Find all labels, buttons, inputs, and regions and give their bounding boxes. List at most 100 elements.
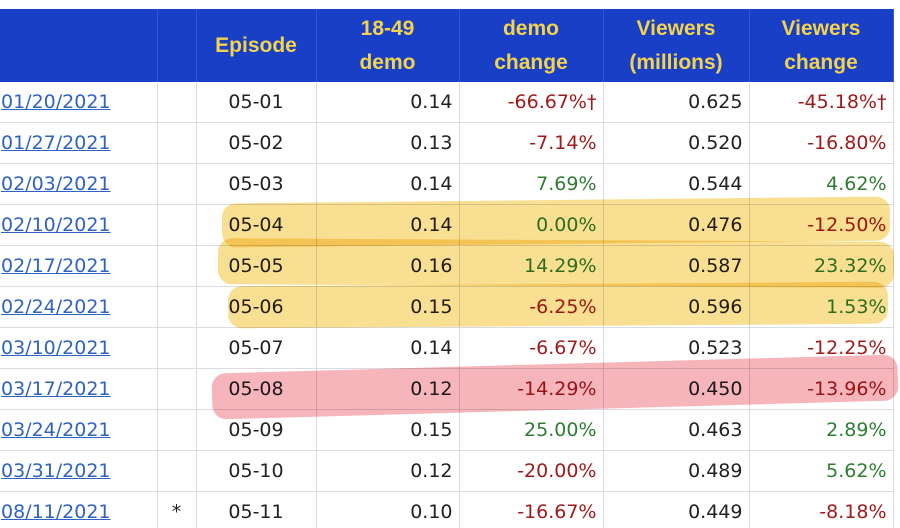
cell-demo-change: -6.67% (459, 327, 604, 369)
cell-demo-change: 0.00% (459, 204, 604, 246)
cell-demo: 0.12 (316, 450, 460, 492)
ratings-table: Episode 18-49 demo demo change Viewers (mil… (0, 9, 894, 528)
cell-demo: 0.15 (316, 409, 460, 451)
cell-marker: * (157, 491, 197, 528)
table-body: 01/20/2021 05-01 0.14 -66.67%† 0.625 -45.18%†… (0, 82, 894, 528)
cell-demo-change: -6.25% (459, 286, 604, 328)
cell-viewers-change: 5.62% (749, 450, 894, 492)
cell-demo: 0.13 (316, 122, 460, 164)
table-row: 03/24/2021 05-09 0.15 25.00% 0.463 2.89% (0, 409, 894, 451)
cell-episode: 05-03 (196, 163, 317, 205)
table-row: 02/10/2021 05-04 0.14 0.00% 0.476 -12.50% (0, 204, 894, 246)
cell-demo-change: -7.14% (459, 122, 604, 164)
cell-demo-change: 14.29% (459, 245, 604, 287)
cell-episode: 05-11 (196, 491, 317, 528)
cell-viewers-change: -12.25% (749, 327, 894, 369)
cell-marker (157, 409, 197, 451)
table-row: 08/11/2021 * 05-11 0.10 -16.67% 0.449 -8.18% (0, 491, 894, 528)
cell-marker (157, 82, 197, 123)
cell-episode: 05-10 (196, 450, 317, 492)
cell-demo-change: -14.29% (459, 368, 604, 410)
cell-demo-change: 7.69% (459, 163, 604, 205)
date-link[interactable]: 01/27/2021 (1, 132, 111, 154)
cell-marker (157, 368, 197, 410)
cell-viewers: 0.520 (603, 122, 750, 164)
date-link[interactable]: 08/11/2021 (1, 501, 111, 523)
cell-demo: 0.14 (316, 327, 460, 369)
table-row: 01/20/2021 05-01 0.14 -66.67%† 0.625 -45.18%† (0, 82, 894, 123)
table-row: 02/24/2021 05-06 0.15 -6.25% 0.596 1.53% (0, 286, 894, 328)
date-link[interactable]: 02/17/2021 (1, 255, 111, 277)
cell-date: 03/10/2021 (0, 327, 158, 369)
header-marker (157, 9, 197, 82)
cell-viewers-change: -13.96% (749, 368, 894, 410)
cell-demo-change: -16.67% (459, 491, 604, 528)
header-demo: 18-49 demo (316, 9, 460, 82)
cell-date: 01/27/2021 (0, 122, 158, 164)
cell-viewers-change: 4.62% (749, 163, 894, 205)
date-link[interactable]: 03/17/2021 (1, 378, 111, 400)
date-link[interactable]: 02/03/2021 (1, 173, 111, 195)
cell-marker (157, 286, 197, 328)
header-episode-label: Episode (215, 33, 297, 57)
cell-date: 02/17/2021 (0, 245, 158, 287)
cell-date: 03/31/2021 (0, 450, 158, 492)
cell-demo-change: 25.00% (459, 409, 604, 451)
date-link[interactable]: 03/10/2021 (1, 337, 111, 359)
cell-viewers-change: -16.80% (749, 122, 894, 164)
cell-demo: 0.14 (316, 163, 460, 205)
cell-marker (157, 245, 197, 287)
table-row: 02/17/2021 05-05 0.16 14.29% 0.587 23.32% (0, 245, 894, 287)
cell-date: 03/17/2021 (0, 368, 158, 410)
cell-viewers: 0.625 (603, 82, 750, 123)
cell-viewers: 0.596 (603, 286, 750, 328)
header-demo-change: demo change (459, 9, 604, 82)
cell-date: 08/11/2021 (0, 491, 158, 528)
header-episode: Episode (196, 9, 317, 82)
header-demo-change-line1: demo (502, 16, 559, 40)
cell-episode: 05-07 (196, 327, 317, 369)
cell-demo-change: -66.67%† (459, 82, 604, 123)
cell-marker (157, 204, 197, 246)
cell-marker (157, 122, 197, 164)
cell-viewers: 0.544 (603, 163, 750, 205)
cell-demo: 0.15 (316, 286, 460, 328)
cell-episode: 05-05 (196, 245, 317, 287)
table-row: 02/03/2021 05-03 0.14 7.69% 0.544 4.62% (0, 163, 894, 205)
cell-demo: 0.14 (316, 204, 460, 246)
cell-demo: 0.12 (316, 368, 460, 410)
cell-viewers: 0.449 (603, 491, 750, 528)
header-viewers: Viewers (millions) (603, 9, 750, 82)
cell-viewers: 0.463 (603, 409, 750, 451)
table-row: 03/31/2021 05-10 0.12 -20.00% 0.489 5.62% (0, 450, 894, 492)
cell-date: 02/10/2021 (0, 204, 158, 246)
cell-viewers-change: 23.32% (749, 245, 894, 287)
cell-viewers: 0.489 (603, 450, 750, 492)
cell-viewers-change: 2.89% (749, 409, 894, 451)
cell-episode: 05-02 (196, 122, 317, 164)
cell-demo: 0.10 (316, 491, 460, 528)
date-link[interactable]: 01/20/2021 (1, 91, 111, 113)
date-link[interactable]: 03/24/2021 (1, 419, 111, 441)
date-link[interactable]: 03/31/2021 (1, 460, 111, 482)
date-link[interactable]: 02/10/2021 (1, 214, 111, 236)
cell-viewers: 0.523 (603, 327, 750, 369)
cell-demo-change: -20.00% (459, 450, 604, 492)
header-viewers-line2: (millions) (629, 50, 723, 74)
cell-episode: 05-06 (196, 286, 317, 328)
header-demo-change-line2: change (494, 50, 568, 74)
cell-viewers: 0.450 (603, 368, 750, 410)
header-viewers-change-line1: Viewers (781, 16, 861, 40)
cell-demo: 0.16 (316, 245, 460, 287)
cell-viewers-change: -8.18% (749, 491, 894, 528)
cell-date: 02/03/2021 (0, 163, 158, 205)
cell-marker (157, 327, 197, 369)
date-link[interactable]: 02/24/2021 (1, 296, 111, 318)
table-row: 01/27/2021 05-02 0.13 -7.14% 0.520 -16.80% (0, 122, 894, 164)
cell-date: 02/24/2021 (0, 286, 158, 328)
cell-episode: 05-08 (196, 368, 317, 410)
table-row: 03/10/2021 05-07 0.14 -6.67% 0.523 -12.25% (0, 327, 894, 369)
cell-episode: 05-01 (196, 82, 317, 123)
cell-viewers-change: -45.18%† (749, 82, 894, 123)
